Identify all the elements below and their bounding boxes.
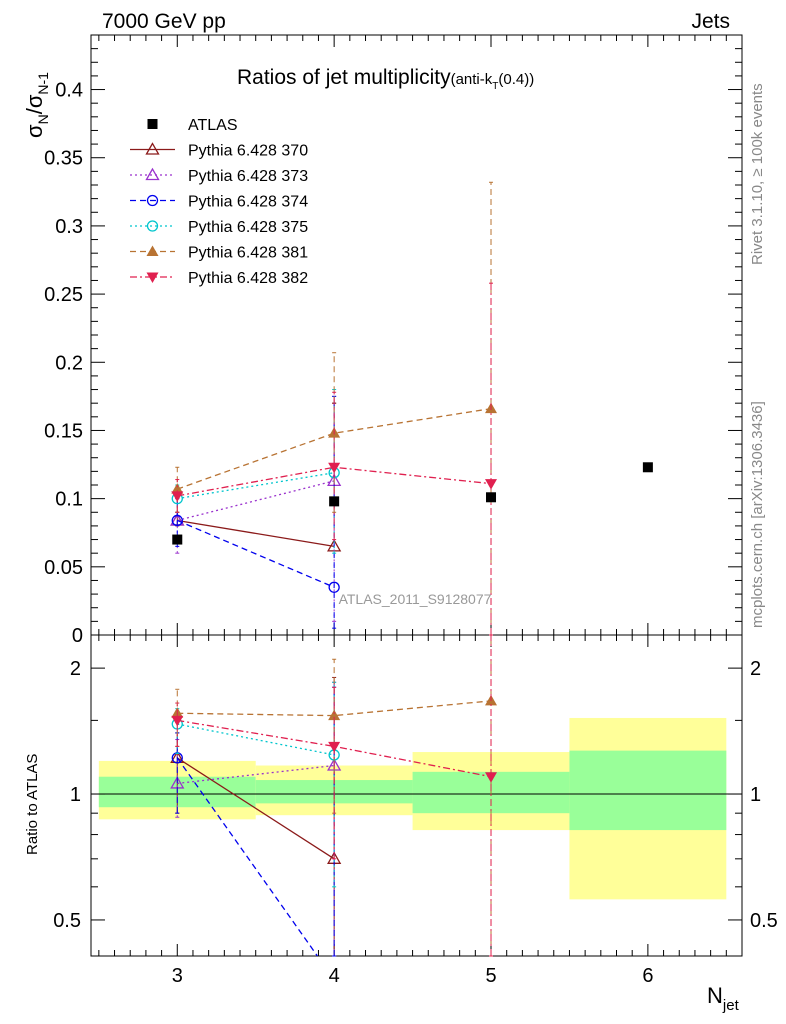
top-series-5-point (485, 479, 498, 490)
top-series-1-line (177, 480, 335, 522)
header-left: 7000 GeV pp (102, 10, 226, 33)
top-data-point (172, 534, 183, 545)
band-inner (569, 750, 727, 831)
ratio-ytick-label: 2 (70, 658, 81, 680)
top-series-2-point (171, 514, 183, 527)
ratio-ytick-label-right: 2 (750, 658, 761, 680)
top-series-3-line (177, 472, 335, 500)
legend-label: Pythia 6.428 373 (188, 168, 308, 185)
ratio-series-0-line (176, 757, 335, 860)
ratio-series-3-line (177, 723, 335, 756)
legend-label: Pythia 6.428 381 (188, 245, 308, 262)
ratio-series-4-point (328, 709, 341, 721)
legend-label: Pythia 6.428 374 (188, 194, 308, 211)
ratio-xtick-label: 4 (329, 965, 340, 987)
top-series-4-point (171, 483, 184, 494)
ratio-plot: 3 4 5 6 0.5 0.5 1 1 2 2 (53, 634, 778, 987)
legend-marker (145, 142, 160, 155)
legend-label: Pythia 6.428 382 (188, 270, 308, 287)
ratio-ytick-label: 0.5 (53, 910, 81, 932)
top-ytick-label: 0.2 (55, 352, 83, 374)
watermark: ATLAS_2011_S9128077 (339, 591, 492, 607)
chart-title: Ratios of jet multiplicity(anti-kT(0.4)) (237, 66, 534, 92)
ratio-frame (90, 634, 743, 957)
ratio-series-5-point (328, 741, 341, 753)
ratio-xtick-label: 3 (172, 965, 183, 987)
legend-label: Pythia 6.428 375 (188, 219, 308, 236)
top-ytick-label: 0.1 (55, 489, 83, 511)
side-label-mcplots: mcplots.cern.ch [arXiv:1306.3436] (749, 401, 766, 628)
legend-label: Pythia 6.428 370 (188, 143, 308, 160)
header-right: Jets (691, 10, 730, 33)
xlabel-sub: jet (722, 997, 740, 1014)
top-series-2-line (177, 519, 335, 588)
top-data-point (486, 492, 497, 503)
top-series-5-point (171, 491, 184, 502)
ylabel-sigma: σ (22, 124, 47, 138)
y-axis-label-ratio: Ratio to ATLAS (24, 754, 41, 855)
top-ytick-label: 0.05 (44, 557, 83, 579)
y-axis-label-top: σN/σN-1 (22, 72, 51, 138)
title-paren-prefix: (anti-k (451, 71, 493, 88)
top-series-2-point (328, 581, 340, 593)
top-ytick-label: 0 (72, 625, 83, 647)
top-ytick-label: 0.4 (55, 80, 83, 102)
title-main: Ratios of jet multiplicity (237, 66, 451, 89)
side-label-rivet: Rivet 3.1.10, ≥ 100k events (749, 83, 766, 265)
legend-marker (146, 194, 159, 207)
ratio-series-5-point (171, 715, 184, 727)
top-series-0-line (177, 519, 335, 548)
top-series-4-line (177, 407, 492, 490)
top-series-5-point (328, 462, 341, 474)
ratio-ytick-label-right: 1 (750, 784, 761, 806)
top-ytick-label: 0.15 (44, 420, 83, 442)
top-ytick-label: 0.25 (44, 284, 83, 306)
ylabel-sub2: N-1 (35, 72, 51, 95)
ylabel-sub1: N (35, 114, 51, 124)
xlabel-main: N (707, 983, 723, 1008)
title-paren-suffix: (0.4)) (498, 71, 534, 88)
ratio-ytick-label-right: 0.5 (750, 910, 778, 932)
legend-marker (145, 167, 160, 181)
top-ytick-label: 0.35 (44, 148, 83, 170)
top-data-point (329, 496, 340, 507)
ratio-xtick-label: 6 (642, 965, 653, 987)
legend-marker (146, 272, 159, 283)
ratio-series-5-point (485, 772, 498, 783)
legend-marker (147, 119, 158, 129)
ratio-series-2-line (176, 757, 319, 956)
top-ytick-label: 0.3 (55, 216, 83, 238)
ylabel-slash: /σ (22, 94, 47, 114)
title-paren-sub: T (492, 81, 498, 92)
ratio-ytick-label: 1 (70, 784, 81, 806)
ratio-series-4-line (177, 700, 492, 717)
ratio-xtick-label: 5 (485, 965, 496, 987)
legend-marker (146, 245, 159, 256)
legend-marker (146, 220, 159, 232)
ratio-series-5-line (177, 719, 492, 778)
top-data-point (642, 462, 653, 473)
ratio-series-1-line (177, 764, 335, 785)
main-plot: 0 0.05 0.1 0.15 0.2 0.25 0.3 0.35 0.4 ATLAS Pythia… (44, 34, 743, 647)
legend-label: ATLAS (188, 117, 238, 134)
x-axis-label: Njet (707, 983, 740, 1014)
